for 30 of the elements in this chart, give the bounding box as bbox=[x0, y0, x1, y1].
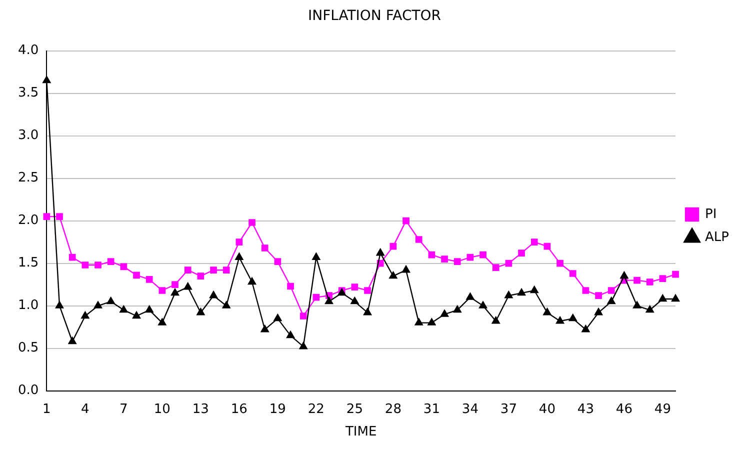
x-tick-label: 49 bbox=[654, 402, 671, 417]
legend-label: ALP bbox=[705, 230, 730, 245]
x-tick-label: 34 bbox=[462, 402, 478, 417]
y-tick-label: 0.0 bbox=[18, 383, 39, 398]
x-tick-label: 19 bbox=[269, 402, 286, 417]
x-tick-label: 1 bbox=[42, 402, 51, 417]
y-tick-label: 4.0 bbox=[18, 43, 39, 58]
x-tick-label: 10 bbox=[154, 402, 170, 417]
y-tick-label: 3.5 bbox=[18, 86, 39, 101]
x-tick-label: 22 bbox=[308, 402, 324, 417]
y-tick-label: 2.0 bbox=[18, 213, 39, 228]
y-tick-label: 2.5 bbox=[18, 170, 39, 186]
x-tick-label: 31 bbox=[423, 402, 440, 417]
x-tick-label: 25 bbox=[346, 402, 363, 417]
x-tick-label: 40 bbox=[538, 402, 556, 417]
x-axis-title: TIME bbox=[344, 424, 377, 440]
x-tick-label: 4 bbox=[81, 402, 90, 417]
y-tick-label: 3.0 bbox=[18, 128, 39, 144]
x-tick-label: 43 bbox=[577, 402, 594, 417]
x-tick-label: 13 bbox=[192, 402, 209, 417]
x-tick-label: 7 bbox=[120, 402, 128, 417]
x-tick-label: 46 bbox=[616, 402, 632, 417]
legend-label: PI bbox=[705, 206, 717, 222]
chart-title: INFLATION FACTOR bbox=[308, 8, 442, 24]
y-tick-label: 0.5 bbox=[18, 340, 39, 356]
y-tick-label: 1.5 bbox=[18, 256, 39, 271]
x-tick-label: 16 bbox=[230, 402, 248, 417]
x-tick-label: 28 bbox=[384, 402, 402, 417]
y-tick-label: 1.0 bbox=[18, 298, 39, 314]
x-tick-label: 37 bbox=[500, 402, 517, 417]
